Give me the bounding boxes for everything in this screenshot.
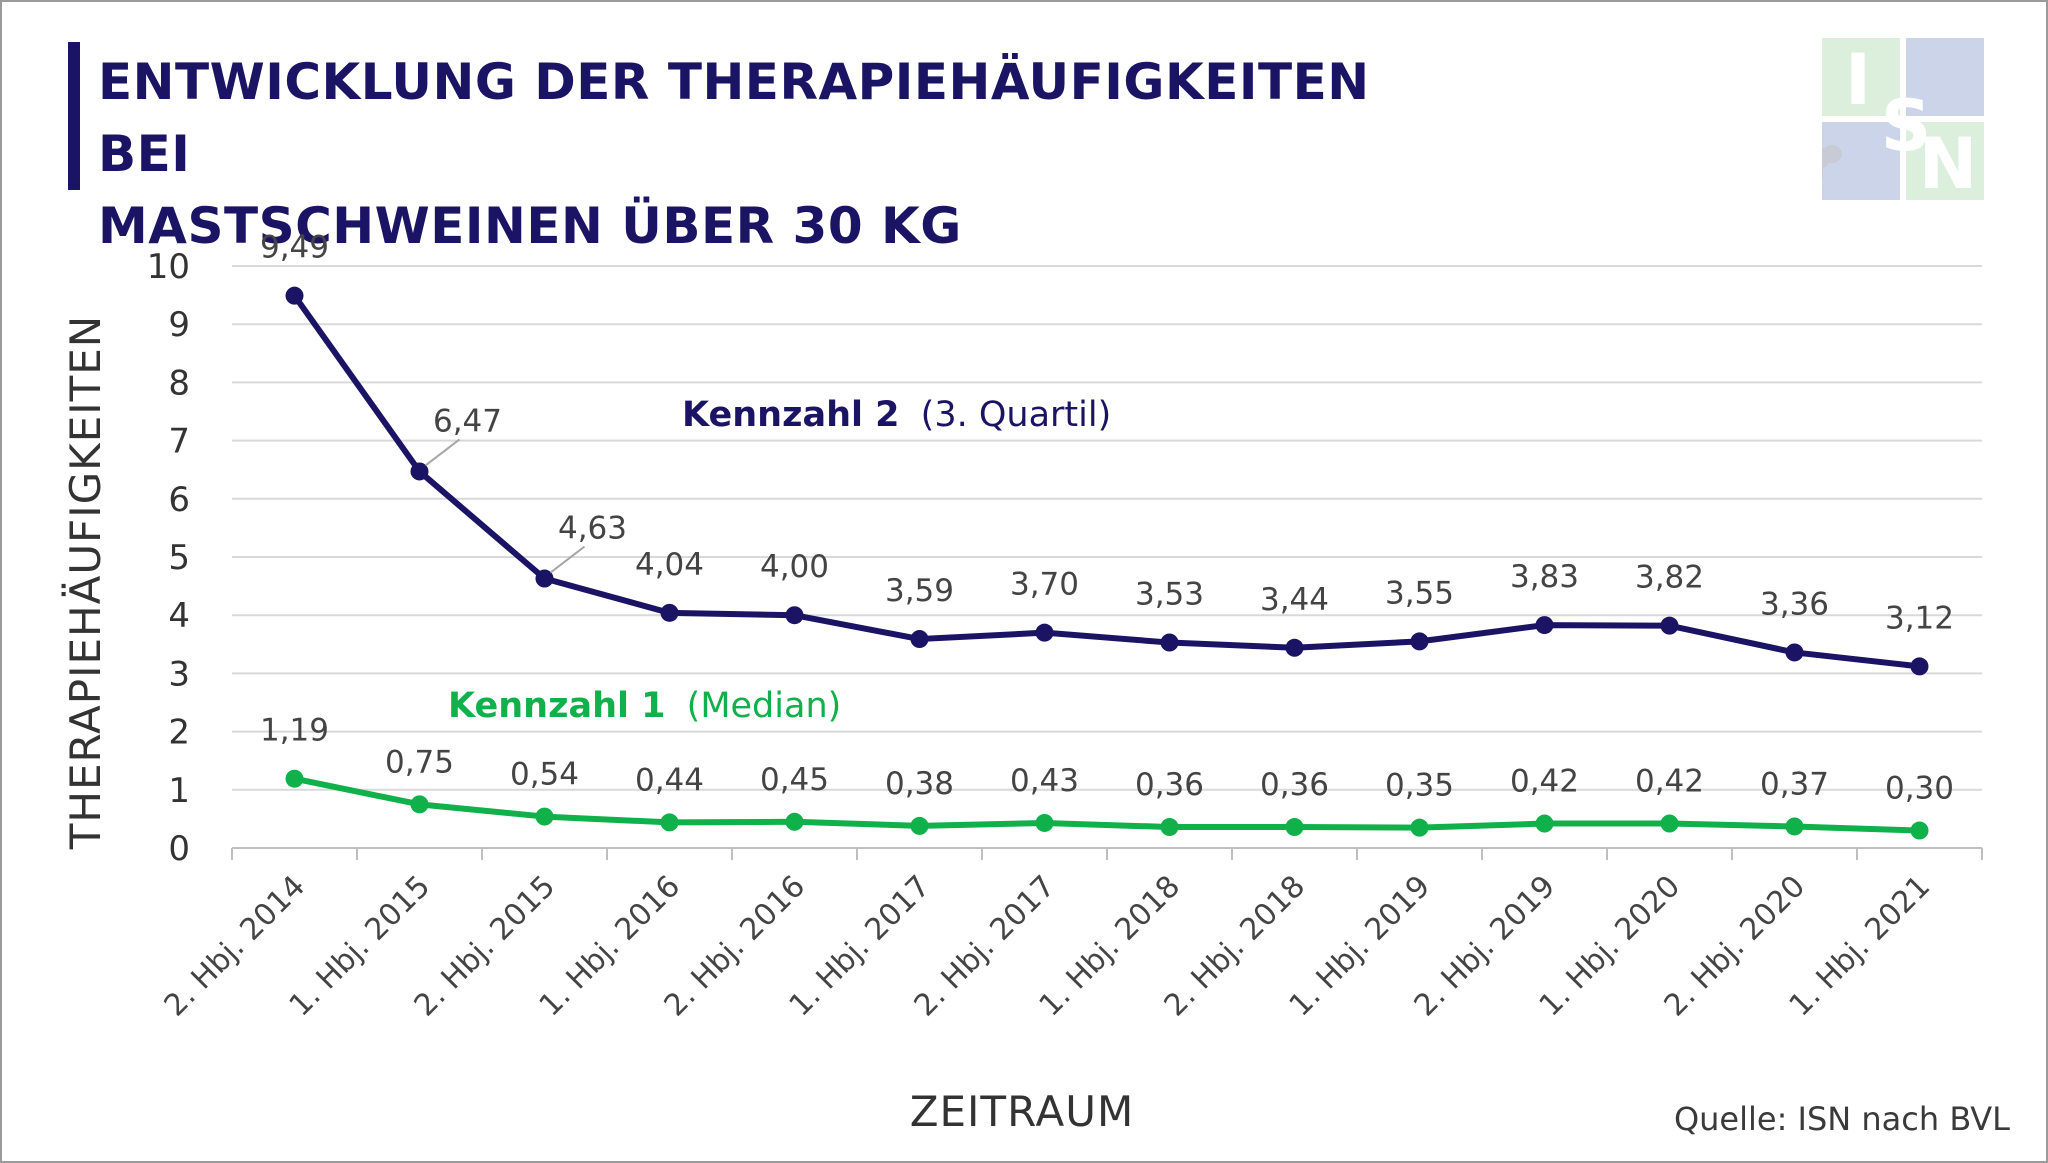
y-tick-label-7: 7 — [168, 422, 190, 462]
data-label-k2-8: 3,44 — [1260, 582, 1329, 618]
data-point-k1-5 — [910, 816, 929, 835]
data-label-k1-6: 0,43 — [1010, 763, 1079, 799]
data-point-k1-12 — [1785, 817, 1804, 836]
data-point-k1-3 — [660, 813, 679, 832]
chart-title: ENTWICKLUNG DER THERAPIEHÄUFIGKEITEN BEI… — [98, 46, 1398, 262]
data-label-k2-11: 3,82 — [1635, 560, 1704, 596]
series-label-kennzahl-2: Kennzahl 2 (3. Quartil) — [682, 395, 1111, 435]
data-point-k1-9 — [1410, 818, 1429, 837]
logo-letter-i: I — [1845, 39, 1871, 121]
leader-line-k2-2 — [549, 545, 586, 574]
series-line-kennzahl-1 — [291, 775, 1923, 834]
y-tick-label-1: 1 — [168, 771, 190, 811]
series — [285, 286, 1929, 840]
data-point-k1-8 — [1285, 818, 1304, 837]
data-point-k2-7 — [1160, 633, 1179, 652]
data-label-k2-7: 3,53 — [1135, 577, 1204, 613]
data-label-k2-13: 3,12 — [1885, 600, 1954, 636]
data-label-k2-0: 9,49 — [260, 230, 329, 266]
data-point-k1-0 — [285, 769, 304, 788]
data-point-k1-6 — [1035, 813, 1054, 832]
data-label-k2-4: 4,00 — [760, 549, 829, 585]
data-point-k1-1 — [410, 795, 429, 814]
data-point-k2-10 — [1535, 616, 1554, 635]
data-point-k2-12 — [1785, 643, 1804, 662]
series-line-kennzahl-2 — [291, 292, 1923, 670]
data-label-k1-11: 0,42 — [1635, 764, 1704, 800]
series-name-kennzahl-2: Kennzahl 2 — [682, 395, 900, 435]
data-point-k2-1 — [410, 462, 429, 481]
data-point-k1-7 — [1160, 818, 1179, 837]
data-label-k1-13: 0,30 — [1885, 771, 1954, 807]
data-point-k2-2 — [535, 569, 554, 588]
data-label-k2-12: 3,36 — [1760, 586, 1829, 622]
data-point-k1-10 — [1535, 814, 1554, 833]
data-point-k2-3 — [660, 603, 679, 622]
y-axis-title: THERAPIEHÄUFIGKEITEN — [60, 315, 110, 850]
source-note: Quelle: ISN nach BVL — [1673, 1100, 2010, 1138]
data-point-k2-0 — [285, 286, 304, 305]
data-label-k1-4: 0,45 — [760, 762, 829, 798]
series-name-kennzahl-1: Kennzahl 1 — [448, 686, 666, 726]
data-label-k2-5: 3,59 — [885, 573, 954, 609]
data-point-k2-6 — [1035, 623, 1054, 642]
data-label-k1-2: 0,54 — [510, 757, 579, 793]
isn-logo: I S N — [1822, 38, 1984, 200]
y-tick-label-9: 9 — [168, 305, 190, 345]
data-point-k2-8 — [1285, 638, 1304, 657]
title-line-2: MASTSCHWEINEN ÜBER 30 KG — [98, 197, 962, 255]
y-tick-label-0: 0 — [168, 829, 190, 869]
y-tick-label-8: 8 — [168, 363, 190, 403]
data-label-k2-2: 4,63 — [558, 511, 627, 547]
data-label-k1-3: 0,44 — [635, 762, 704, 798]
data-point-k2-4 — [785, 606, 804, 625]
logo-letter-s: S — [1881, 85, 1931, 167]
data-point-k1-2 — [535, 807, 554, 826]
data-point-k2-9 — [1410, 632, 1429, 651]
data-label-k2-10: 3,83 — [1510, 559, 1579, 595]
data-label-k1-12: 0,37 — [1760, 766, 1829, 802]
y-tick-label-5: 5 — [168, 538, 190, 578]
data-label-k1-1: 0,75 — [385, 744, 454, 780]
x-axis-title: ZEITRAUM — [910, 1087, 1135, 1136]
data-label-k1-7: 0,36 — [1135, 767, 1204, 803]
logo-letter-n: N — [1919, 123, 1978, 200]
gridlines — [232, 265, 1982, 791]
data-label-k2-6: 3,70 — [1010, 567, 1079, 603]
data-label-k2-3: 4,04 — [635, 547, 704, 583]
title-accent-bar — [68, 42, 80, 190]
data-point-k1-4 — [785, 812, 804, 831]
data-point-k1-11 — [1660, 814, 1679, 833]
data-label-k1-8: 0,36 — [1260, 767, 1329, 803]
y-tick-label-3: 3 — [168, 654, 190, 694]
data-point-k2-11 — [1660, 616, 1679, 635]
leader-line-k2-1 — [424, 438, 461, 467]
data-labels: 9,49 6,47 4,634,04 4,00 3,59 3,70 3,53 3,44 3,55… — [260, 230, 1954, 807]
y-tick-label-6: 6 — [168, 480, 190, 520]
data-point-k1-13 — [1910, 821, 1929, 840]
data-label-k1-5: 0,38 — [885, 766, 954, 802]
pig-icon — [1822, 145, 1842, 178]
title-line-1: ENTWICKLUNG DER THERAPIEHÄUFIGKEITEN BEI — [98, 53, 1370, 183]
series-label-kennzahl-1: Kennzahl 1 (Median) — [448, 686, 841, 726]
y-tick-label-2: 2 — [168, 713, 190, 753]
data-label-k2-9: 3,55 — [1385, 575, 1454, 611]
data-label-k1-0: 1,19 — [260, 713, 329, 749]
data-label-k2-1: 6,47 — [433, 403, 502, 439]
data-label-k1-9: 0,35 — [1385, 768, 1454, 804]
data-point-k2-13 — [1910, 657, 1929, 676]
series-suffix-kennzahl-2: (3. Quartil) — [921, 395, 1112, 435]
y-tick-label-4: 4 — [168, 596, 190, 636]
data-point-k2-5 — [910, 630, 929, 649]
y-tick-label-10: 10 — [147, 247, 190, 287]
series-suffix-kennzahl-1: (Median) — [687, 686, 842, 726]
data-label-k1-10: 0,42 — [1510, 764, 1579, 800]
